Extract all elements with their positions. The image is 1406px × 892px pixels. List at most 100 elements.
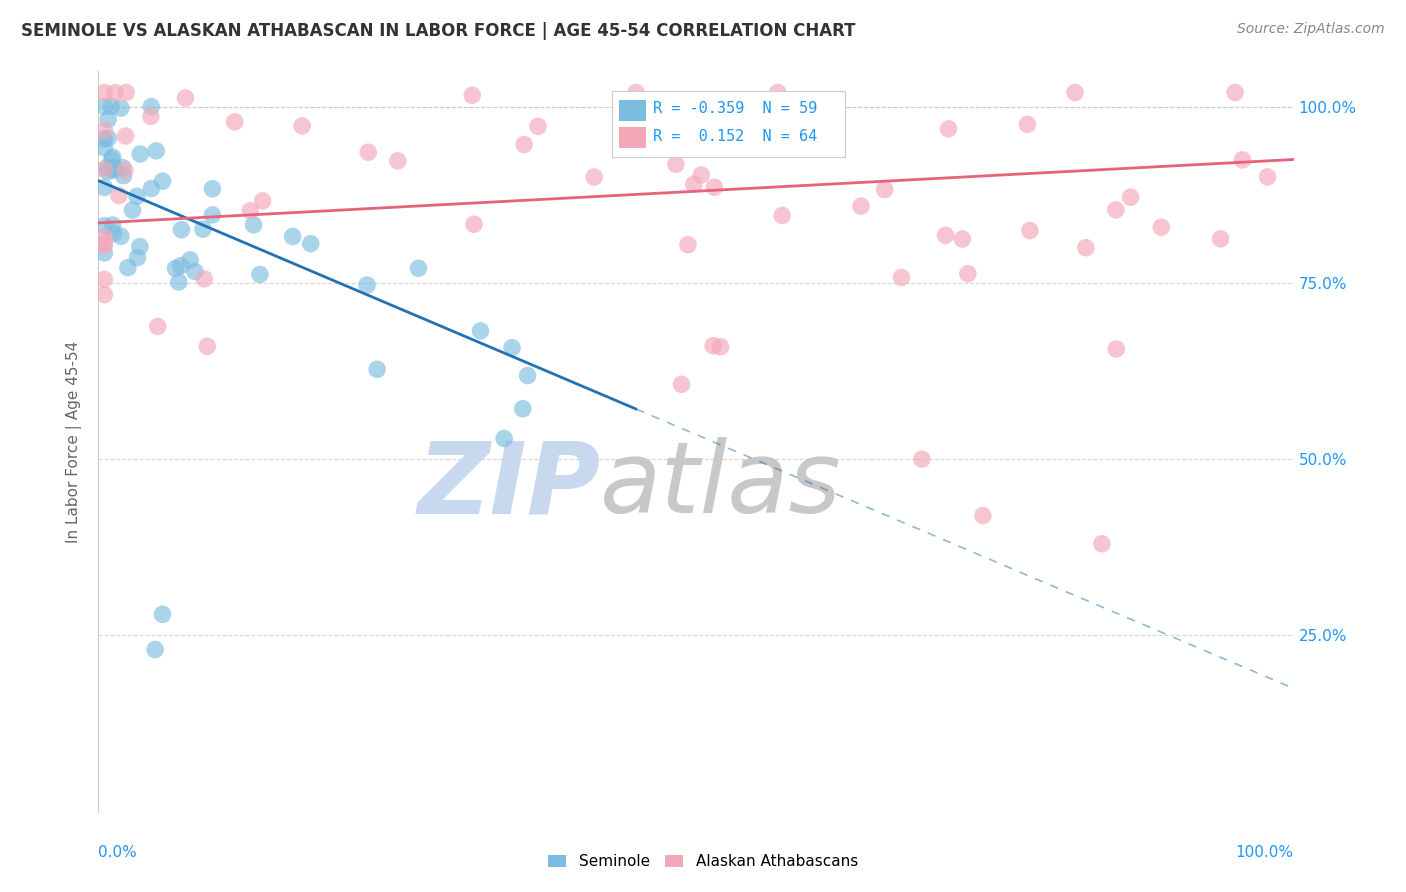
Alaskan Athabascans: [766, 86, 789, 100]
Y-axis label: In Labor Force | Age 45-54: In Labor Force | Age 45-54: [66, 341, 83, 542]
Seminole: [165, 261, 187, 276]
Alaskan Athabascans: [702, 339, 724, 353]
Text: Source: ZipAtlas.com: Source: ZipAtlas.com: [1237, 22, 1385, 37]
Alaskan Athabascans: [115, 86, 138, 100]
Seminole: [112, 169, 135, 183]
Alaskan Athabascans: [1150, 220, 1173, 235]
Alaskan Athabascans: [671, 377, 693, 392]
Alaskan Athabascans: [733, 94, 755, 108]
Alaskan Athabascans: [1232, 153, 1254, 167]
Bar: [620, 100, 645, 121]
Seminole: [141, 181, 163, 195]
Seminole: [97, 131, 120, 145]
Alaskan Athabascans: [972, 508, 994, 523]
Alaskan Athabascans: [93, 287, 115, 301]
Seminole: [125, 189, 148, 203]
Alaskan Athabascans: [239, 203, 262, 218]
Seminole: [104, 161, 127, 176]
Alaskan Athabascans: [709, 340, 731, 354]
Alaskan Athabascans: [357, 145, 380, 160]
Alaskan Athabascans: [114, 128, 136, 143]
Alaskan Athabascans: [1074, 241, 1097, 255]
Alaskan Athabascans: [108, 188, 131, 202]
Text: 100.0%: 100.0%: [1236, 845, 1294, 860]
Seminole: [249, 268, 271, 282]
Alaskan Athabascans: [630, 104, 652, 119]
Seminole: [128, 239, 150, 253]
Seminole: [201, 208, 224, 222]
Seminole: [101, 218, 124, 232]
Alaskan Athabascans: [1209, 232, 1232, 246]
Alaskan Athabascans: [93, 236, 115, 251]
Seminole: [121, 202, 143, 217]
Legend: Seminole, Alaskan Athabascans: Seminole, Alaskan Athabascans: [541, 848, 865, 875]
Alaskan Athabascans: [676, 237, 699, 252]
Seminole: [242, 218, 264, 232]
Alaskan Athabascans: [93, 86, 115, 100]
Alaskan Athabascans: [252, 194, 274, 208]
Seminole: [152, 607, 174, 622]
Seminole: [93, 132, 115, 146]
Alaskan Athabascans: [1105, 202, 1128, 217]
Seminole: [110, 229, 132, 244]
Seminole: [281, 229, 304, 244]
Seminole: [201, 182, 224, 196]
Alaskan Athabascans: [690, 168, 713, 182]
Seminole: [470, 324, 492, 338]
Seminole: [191, 222, 214, 236]
Alaskan Athabascans: [583, 169, 606, 184]
Seminole: [501, 341, 523, 355]
Alaskan Athabascans: [104, 86, 127, 100]
Alaskan Athabascans: [1091, 537, 1114, 551]
Text: atlas: atlas: [600, 437, 842, 534]
Seminole: [117, 260, 139, 275]
Seminole: [111, 161, 134, 175]
Alaskan Athabascans: [291, 119, 314, 133]
Seminole: [129, 147, 152, 161]
Seminole: [93, 246, 115, 260]
Alaskan Athabascans: [935, 228, 957, 243]
Alaskan Athabascans: [114, 163, 136, 178]
Seminole: [101, 163, 124, 178]
Alaskan Athabascans: [224, 115, 246, 129]
Alaskan Athabascans: [665, 157, 688, 171]
Seminole: [170, 223, 193, 237]
Seminole: [93, 141, 115, 155]
Alaskan Athabascans: [956, 267, 979, 281]
Seminole: [103, 227, 125, 241]
Alaskan Athabascans: [174, 91, 197, 105]
Alaskan Athabascans: [849, 199, 872, 213]
Alaskan Athabascans: [682, 178, 704, 192]
Text: R = -0.359  N = 59: R = -0.359 N = 59: [652, 101, 817, 116]
Alaskan Athabascans: [1119, 190, 1142, 204]
Seminole: [170, 259, 193, 273]
Seminole: [179, 252, 201, 267]
Seminole: [100, 100, 122, 114]
Alaskan Athabascans: [1064, 86, 1087, 100]
Seminole: [103, 161, 125, 175]
FancyBboxPatch shape: [613, 91, 845, 156]
Alaskan Athabascans: [93, 162, 115, 177]
Seminole: [100, 153, 122, 167]
Alaskan Athabascans: [1017, 117, 1039, 131]
Seminole: [93, 100, 115, 114]
Alaskan Athabascans: [873, 182, 896, 196]
Alaskan Athabascans: [139, 110, 162, 124]
Alaskan Athabascans: [1257, 169, 1279, 184]
Seminole: [356, 278, 378, 293]
Text: 0.0%: 0.0%: [98, 845, 138, 860]
Seminole: [494, 432, 516, 446]
Text: R =  0.152  N = 64: R = 0.152 N = 64: [652, 129, 817, 145]
Alaskan Athabascans: [703, 180, 725, 194]
Alaskan Athabascans: [93, 272, 115, 286]
Text: SEMINOLE VS ALASKAN ATHABASCAN IN LABOR FORCE | AGE 45-54 CORRELATION CHART: SEMINOLE VS ALASKAN ATHABASCAN IN LABOR …: [21, 22, 856, 40]
Seminole: [101, 150, 124, 164]
Alaskan Athabascans: [1018, 223, 1040, 237]
Seminole: [512, 401, 534, 416]
Seminole: [145, 144, 167, 158]
Alaskan Athabascans: [624, 86, 647, 100]
Seminole: [167, 275, 190, 289]
Alaskan Athabascans: [93, 229, 115, 244]
Seminole: [93, 180, 115, 194]
Alaskan Athabascans: [1223, 86, 1246, 100]
